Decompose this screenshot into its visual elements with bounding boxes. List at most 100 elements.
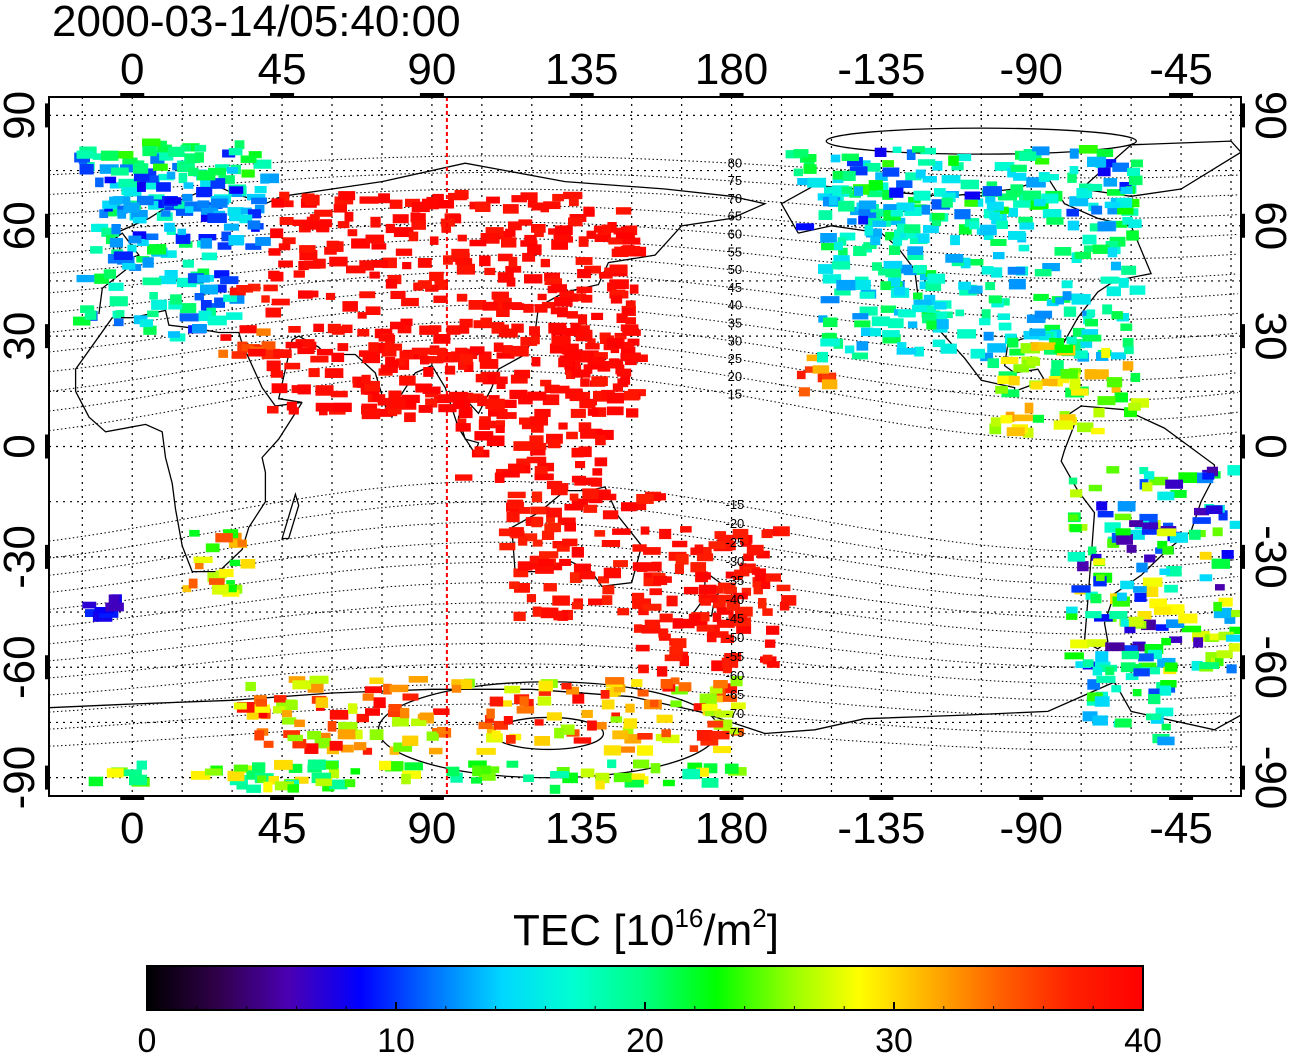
tec-cell: [989, 211, 1001, 221]
tec-cell: [190, 770, 211, 780]
tec-cell: [516, 706, 535, 714]
tec-cell: [1078, 145, 1098, 154]
tec-cell: [880, 305, 897, 313]
tec-cell: [1166, 619, 1185, 628]
tec-cell: [631, 773, 646, 780]
tec-cell: [215, 164, 230, 172]
tec-cell: [1149, 476, 1169, 486]
tec-cell: [1125, 673, 1139, 681]
tec-cell: [1022, 427, 1034, 438]
tec-cell: [270, 370, 284, 378]
tec-cell: [539, 551, 559, 559]
tec-cell: [631, 354, 648, 363]
tec-cell: [330, 390, 348, 398]
tec-cell: [796, 370, 806, 380]
bottom-lon-label: -90: [999, 804, 1063, 853]
tec-cell: [557, 307, 568, 318]
tec-cell: [922, 176, 937, 183]
tec-cell: [575, 257, 593, 265]
tec-cell: [675, 554, 689, 565]
tec-cell: [593, 489, 611, 496]
tec-cell: [1076, 187, 1093, 199]
contour-label: 40: [728, 298, 742, 313]
tec-cell: [1109, 611, 1128, 620]
tec-cell: [313, 323, 325, 332]
tec-cell: [1143, 471, 1155, 480]
tec-cell: [1114, 513, 1132, 521]
tec-cell: [858, 207, 877, 219]
tec-cell: [830, 154, 841, 163]
tec-cell: [631, 679, 643, 687]
tec-cell: [870, 328, 882, 337]
tec-cell: [325, 292, 336, 300]
tec-cell: [550, 771, 569, 779]
contour-line: [49, 287, 1238, 341]
tec-cell: [1082, 334, 1102, 342]
tec-cell: [426, 731, 439, 741]
tec-cell: [113, 251, 133, 261]
tec-cell: [1136, 562, 1148, 573]
right-lat-tick-labels: 90 60 30 0 -30 -60 -90: [1246, 91, 1292, 809]
tec-cell: [1129, 285, 1146, 295]
tec-cell: [983, 230, 994, 241]
tec-cell: [261, 348, 281, 360]
tec-cell: [123, 187, 142, 197]
tec-cell: [220, 334, 232, 341]
tec-cell: [948, 155, 959, 166]
tec-cell: [734, 606, 753, 617]
tec-cell: [200, 300, 212, 311]
tec-cell: [1122, 645, 1138, 654]
tec-cell: [315, 402, 335, 412]
tec-cell: [519, 417, 531, 425]
tec-cell: [179, 313, 200, 322]
tec-cell: [128, 235, 142, 244]
tec-cell: [1097, 396, 1116, 406]
tec-cell: [1199, 551, 1212, 560]
tec-cell: [393, 742, 413, 752]
tec-cell: [991, 267, 1003, 278]
tec-cell: [519, 696, 529, 706]
tec-cell: [501, 345, 513, 354]
tec-cell: [268, 776, 280, 785]
tec-cell: [1009, 348, 1025, 356]
tec-cell: [1013, 364, 1030, 373]
tec-cell: [1054, 344, 1074, 354]
tec-cell: [1116, 197, 1133, 208]
tec-cell: [600, 690, 610, 699]
tec-cell: [540, 379, 552, 387]
contour-line: [49, 370, 1238, 442]
tec-cell: [1128, 219, 1142, 228]
tec-cell: [1120, 619, 1130, 627]
tec-cell: [92, 153, 106, 160]
tec-cell: [529, 416, 549, 426]
tec-cell: [561, 343, 579, 355]
tec-cell: [129, 774, 148, 786]
tec-cell: [142, 145, 157, 157]
tec-cell: [931, 199, 951, 210]
tec-cell: [726, 601, 740, 611]
tec-cell: [1007, 266, 1026, 275]
tec-cell: [265, 307, 282, 318]
frame-tick-bottom: [1169, 795, 1194, 800]
tec-cell: [806, 354, 827, 362]
tec-cell: [1067, 552, 1086, 562]
tec-cell: [689, 745, 699, 752]
tec-cell: [436, 726, 448, 734]
tec-cell: [1130, 159, 1143, 168]
tec-cell: [423, 356, 436, 364]
tec-cell: [564, 504, 584, 511]
tec-cell: [1107, 247, 1118, 258]
tec-cell: [482, 301, 499, 311]
tec-cell: [1137, 611, 1152, 620]
tec-cell: [531, 425, 544, 433]
right-lat-label: -90: [1246, 746, 1292, 810]
tec-cell: [634, 503, 647, 511]
tec-cell: [537, 696, 552, 706]
tec-cell: [474, 431, 494, 441]
tec-cell: [451, 679, 469, 687]
contour-label: 60: [728, 226, 742, 241]
tec-cell: [486, 435, 505, 447]
tec-cell: [497, 253, 513, 262]
tec-cell: [562, 538, 578, 547]
tec-cell: [557, 611, 569, 621]
